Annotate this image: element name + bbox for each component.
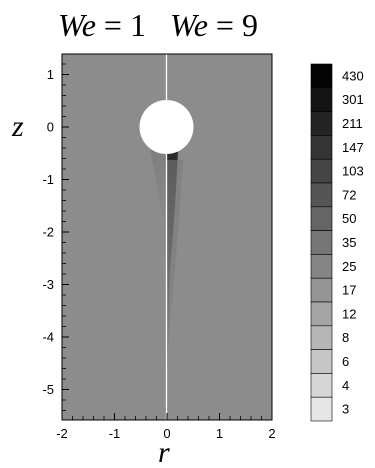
colorbar-label: 430 bbox=[342, 68, 364, 83]
title-left-value: = 1 bbox=[96, 7, 146, 43]
colorbar-label: 6 bbox=[342, 354, 349, 369]
colorbar: 430 301 211 147 103 72 50 35 25 17 12 8 6 4 3 bbox=[310, 63, 364, 422]
wake-left bbox=[150, 150, 166, 240]
colorbar-swatch bbox=[310, 111, 333, 136]
colorbar-swatch bbox=[310, 87, 333, 112]
svg-text:We = 9: We = 9 bbox=[170, 7, 258, 43]
colorbar-swatch bbox=[310, 301, 333, 327]
svg-text:We = 1: We = 1 bbox=[58, 7, 146, 43]
y-tick-label: 0 bbox=[47, 120, 54, 135]
x-tick-label: -1 bbox=[109, 426, 121, 441]
x-tick-label: 2 bbox=[268, 426, 275, 441]
y-axis: 1 0 -1 -2 -3 -4 -5 bbox=[42, 63, 69, 411]
x-tick-label: 1 bbox=[216, 426, 223, 441]
x-axis-label: r bbox=[158, 436, 170, 468]
x-tick-label: 0 bbox=[163, 426, 170, 441]
title-right-variable: We bbox=[170, 7, 208, 43]
colorbar-label: 103 bbox=[342, 164, 364, 179]
colorbar-label: 25 bbox=[342, 259, 356, 274]
colorbar-label: 12 bbox=[342, 306, 356, 321]
colorbar-swatch bbox=[310, 63, 333, 89]
colorbar-label: 50 bbox=[342, 211, 356, 226]
y-tick-label: 1 bbox=[47, 67, 54, 82]
colorbar-swatch bbox=[310, 277, 333, 303]
colorbar-label: 35 bbox=[342, 235, 356, 250]
y-tick-label: -5 bbox=[42, 382, 54, 397]
colorbar-swatch bbox=[310, 373, 333, 398]
plot-area bbox=[61, 53, 273, 421]
title-left-variable: We bbox=[58, 7, 96, 43]
colorbar-swatch bbox=[310, 396, 333, 422]
colorbar-label: 211 bbox=[342, 116, 363, 131]
x-tick-label: -2 bbox=[56, 426, 68, 441]
wake-right-halo bbox=[167, 160, 183, 360]
y-tick-label: -1 bbox=[42, 172, 54, 187]
sphere bbox=[139, 100, 194, 154]
colorbar-label: 301 bbox=[342, 92, 364, 107]
colorbar-label: 4 bbox=[342, 378, 349, 393]
y-tick-label: -3 bbox=[42, 277, 54, 292]
colorbar-swatch bbox=[310, 206, 333, 231]
colorbar-swatch bbox=[310, 349, 333, 374]
colorbar-swatch bbox=[310, 254, 333, 279]
colorbar-label: 72 bbox=[342, 187, 356, 202]
colorbar-swatch bbox=[310, 158, 333, 184]
colorbar-label: 17 bbox=[342, 283, 356, 298]
x-axis: -2 -1 0 1 2 bbox=[56, 413, 276, 441]
colorbar-swatch bbox=[310, 325, 333, 350]
y-axis-label: z bbox=[11, 110, 24, 143]
colorbar-swatch bbox=[310, 135, 333, 160]
plot-title: We = 1 We = 9 bbox=[58, 7, 258, 43]
colorbar-label: 3 bbox=[342, 402, 349, 417]
colorbar-swatch bbox=[310, 182, 333, 208]
y-tick-label: -4 bbox=[42, 330, 54, 345]
title-right-value: = 9 bbox=[208, 7, 258, 43]
colorbar-label: 147 bbox=[342, 140, 364, 155]
colorbar-label: 8 bbox=[342, 330, 349, 345]
y-tick-label: -2 bbox=[42, 225, 54, 240]
colorbar-swatch bbox=[310, 230, 333, 255]
